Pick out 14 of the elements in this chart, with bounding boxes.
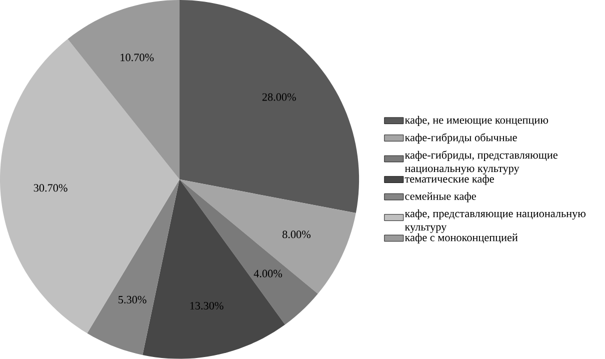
legend-label: кафе с моноконцепцией bbox=[404, 233, 518, 244]
data-label: 4.00% bbox=[254, 270, 282, 278]
legend-label: кафе-гибриды обычные bbox=[404, 133, 517, 144]
data-label: 5.30% bbox=[118, 296, 146, 304]
legend-label: кафе, представляющие национальную культуру bbox=[404, 209, 586, 234]
legend-label: кафе-гибриды, представляющие национальную культуру bbox=[404, 150, 558, 174]
legend-label: кафе, не имеющие концепцию bbox=[404, 116, 548, 126]
data-label: 13.30% bbox=[190, 302, 224, 310]
data-label: 10.70% bbox=[120, 54, 154, 62]
data-label: 28.00% bbox=[262, 93, 296, 101]
data-label: 8.00% bbox=[282, 230, 311, 238]
legend-label: семейные кафе bbox=[405, 192, 476, 202]
legend-label: тематические кафе bbox=[404, 174, 494, 185]
data-label: 30.70% bbox=[34, 184, 68, 192]
